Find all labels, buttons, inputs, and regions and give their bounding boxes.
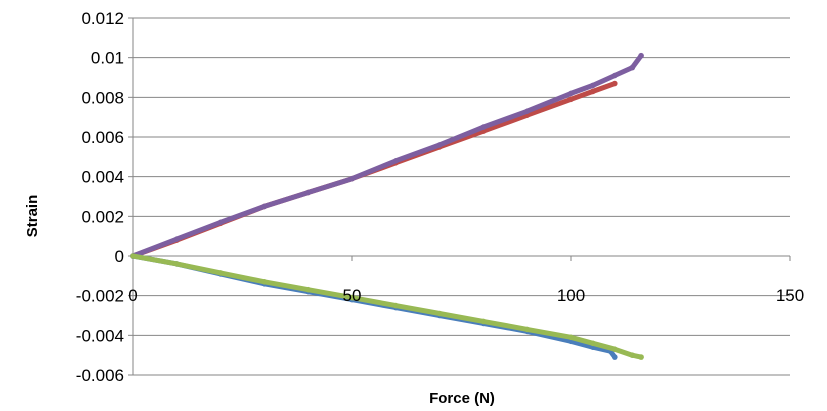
series-3-point-14 bbox=[638, 354, 644, 360]
x-tick-label-2: 100 bbox=[557, 286, 585, 305]
y-tick-label-6: 0 bbox=[115, 247, 124, 266]
y-tick-label-2: 0.008 bbox=[81, 88, 124, 107]
y-tick-label-7: -0.002 bbox=[76, 287, 124, 306]
series-1-point-14 bbox=[638, 52, 644, 59]
series-3-point-10 bbox=[568, 334, 574, 341]
x-tick-label-1: 50 bbox=[343, 286, 362, 305]
y-tick-label-8: -0.004 bbox=[76, 326, 124, 345]
series-line-1 bbox=[130, 53, 644, 259]
series-1-point-1 bbox=[174, 236, 180, 242]
series-2-point-13 bbox=[612, 354, 618, 360]
x-tick-label-3: 150 bbox=[776, 286, 804, 305]
x-axis-tick-labels: 0 50 100 150 bbox=[128, 286, 804, 305]
series-3-point-1 bbox=[174, 261, 180, 267]
series-3-point-6 bbox=[393, 302, 399, 309]
y-tick-label-1: 0.01 bbox=[91, 49, 124, 68]
series-3-point-0 bbox=[130, 253, 136, 259]
series-3-point-12 bbox=[612, 346, 618, 353]
series-1-point-6 bbox=[393, 158, 399, 164]
y-axis-tick-labels: 0.012 0.01 0.008 0.006 0.004 0.002 0 -0.002 -0.0… bbox=[76, 9, 124, 385]
x-axis-title: Force (N) bbox=[429, 390, 495, 407]
series-1-point-11 bbox=[590, 82, 596, 89]
series-1-point-12 bbox=[612, 72, 618, 79]
series-3-point-2 bbox=[217, 270, 224, 276]
series-3-point-11 bbox=[590, 340, 596, 347]
series-3-point-3 bbox=[261, 279, 268, 285]
series-3-point-8 bbox=[480, 318, 487, 325]
y-tick-label-5: 0.002 bbox=[81, 207, 124, 226]
series-1-point-7 bbox=[436, 142, 443, 148]
series-0-point-10 bbox=[568, 96, 574, 103]
y-axis-title: Strain bbox=[24, 195, 41, 238]
series-3-point-5 bbox=[349, 294, 355, 301]
y-tick-label-3: 0.006 bbox=[81, 128, 124, 147]
series-3-point-13 bbox=[629, 352, 636, 359]
y-tick-label-4: 0.004 bbox=[81, 168, 124, 187]
series-3-point-4 bbox=[305, 286, 312, 293]
series-1-point-13 bbox=[629, 64, 636, 71]
series-0-point-12 bbox=[612, 80, 618, 87]
series-1-point-3 bbox=[261, 203, 268, 210]
y-tick-label-9: -0.006 bbox=[76, 366, 124, 385]
series-1-point-5 bbox=[349, 175, 355, 182]
series-0-point-11 bbox=[590, 88, 596, 95]
series-1-point-10 bbox=[568, 90, 574, 97]
series-1-point-2 bbox=[217, 219, 224, 226]
y-tick-label-0: 0.012 bbox=[81, 9, 124, 28]
series-1-point-9 bbox=[524, 108, 530, 114]
series-3-point-9 bbox=[524, 326, 530, 333]
x-tick-label-0: 0 bbox=[128, 286, 137, 305]
series-1-point-8 bbox=[480, 124, 487, 130]
series-1-point-4 bbox=[305, 189, 312, 196]
series-3-point-7 bbox=[436, 310, 443, 317]
data-series bbox=[130, 52, 644, 360]
